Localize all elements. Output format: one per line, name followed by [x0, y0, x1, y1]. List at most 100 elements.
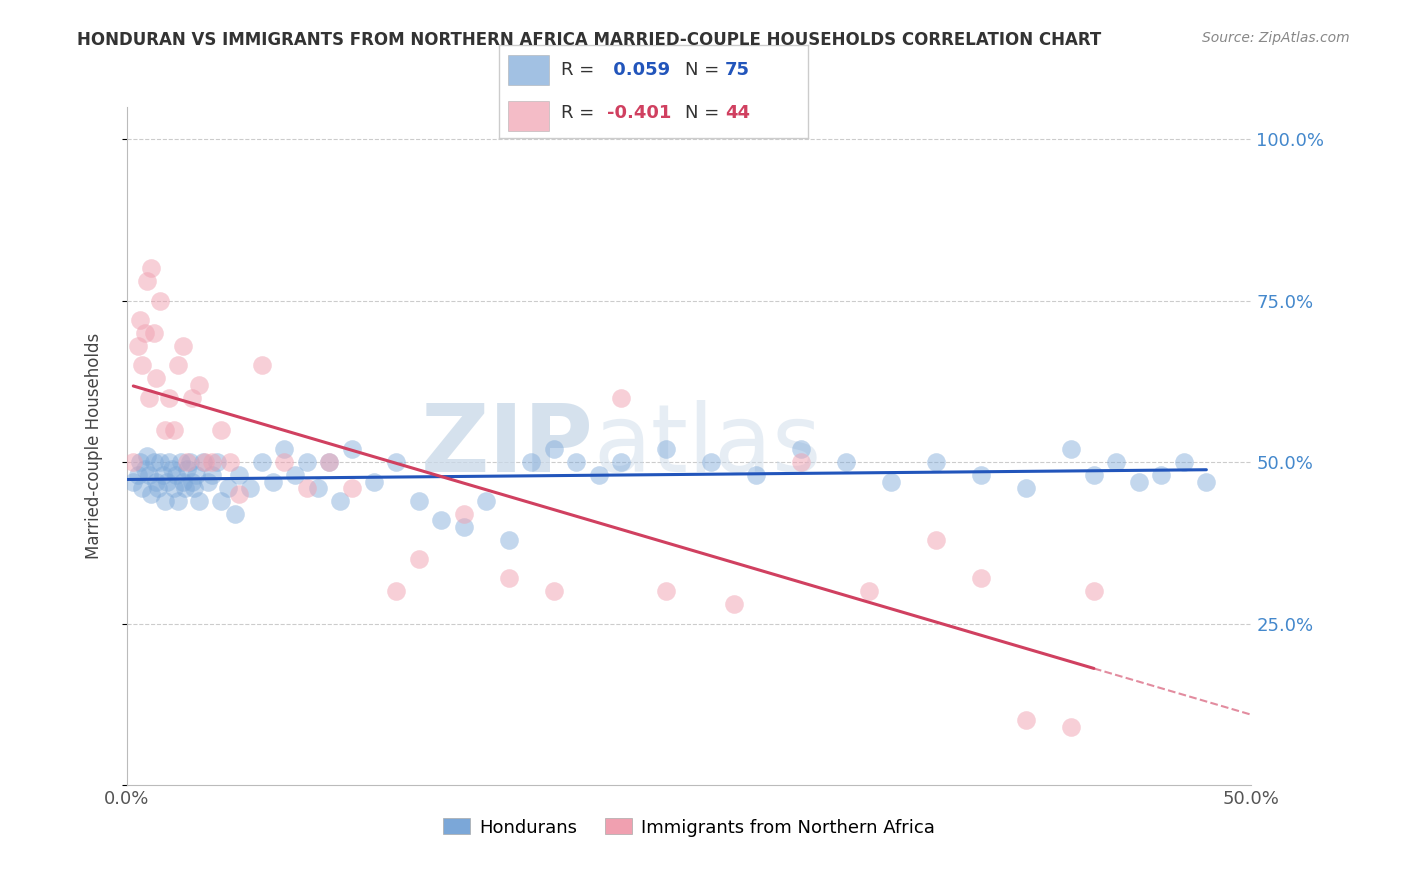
Point: [790, 442, 813, 457]
Point: [329, 494, 352, 508]
Point: [163, 481, 186, 495]
Text: 75: 75: [725, 61, 749, 78]
Y-axis label: Married-couple Households: Married-couple Households: [84, 333, 103, 559]
Point: [239, 481, 262, 495]
Point: [186, 468, 208, 483]
Point: [925, 455, 948, 469]
Point: [142, 455, 165, 469]
Point: [209, 494, 232, 508]
Point: [138, 391, 160, 405]
Point: [520, 455, 543, 469]
Text: Source: ZipAtlas.com: Source: ZipAtlas.com: [1202, 31, 1350, 45]
Point: [1015, 481, 1038, 495]
Text: 0.059: 0.059: [607, 61, 671, 78]
Point: [149, 293, 172, 308]
Point: [145, 371, 167, 385]
Point: [127, 468, 149, 483]
Point: [318, 455, 340, 469]
Point: [141, 261, 163, 276]
Point: [318, 455, 340, 469]
Point: [179, 455, 201, 469]
Point: [167, 494, 190, 508]
Point: [790, 455, 813, 469]
Point: [141, 487, 163, 501]
Point: [176, 461, 198, 475]
Point: [149, 455, 172, 469]
Point: [146, 481, 169, 495]
Point: [201, 468, 224, 483]
Point: [131, 481, 153, 495]
Point: [129, 313, 152, 327]
Point: [1173, 455, 1195, 469]
Point: [172, 339, 194, 353]
Point: [565, 455, 588, 469]
Point: [205, 455, 228, 469]
Point: [925, 533, 948, 547]
Point: [610, 391, 633, 405]
Point: [408, 494, 430, 508]
Point: [201, 455, 224, 469]
Point: [723, 597, 745, 611]
Point: [183, 481, 205, 495]
Point: [176, 455, 198, 469]
Point: [1150, 468, 1173, 483]
Point: [273, 455, 295, 469]
Point: [655, 442, 678, 457]
Text: N =: N =: [685, 104, 718, 122]
Point: [262, 475, 284, 489]
Point: [209, 423, 232, 437]
Point: [129, 455, 152, 469]
Point: [858, 584, 880, 599]
Text: atlas: atlas: [593, 400, 821, 492]
Point: [122, 475, 145, 489]
Point: [498, 571, 520, 585]
Point: [1083, 468, 1105, 483]
Point: [172, 475, 194, 489]
Point: [131, 359, 153, 373]
Point: [145, 475, 167, 489]
Point: [160, 461, 183, 475]
Point: [1060, 720, 1083, 734]
FancyBboxPatch shape: [509, 101, 548, 131]
Point: [134, 461, 156, 475]
Point: [655, 584, 678, 599]
Point: [453, 507, 475, 521]
Point: [228, 487, 250, 501]
Point: [453, 519, 475, 533]
Point: [610, 455, 633, 469]
Point: [1060, 442, 1083, 457]
Text: 44: 44: [725, 104, 749, 122]
Point: [700, 455, 723, 469]
Point: [191, 455, 214, 469]
Point: [273, 442, 295, 457]
Point: [165, 468, 187, 483]
Point: [363, 475, 385, 489]
Legend: Hondurans, Immigrants from Northern Africa: Hondurans, Immigrants from Northern Afri…: [436, 811, 942, 844]
Point: [835, 455, 858, 469]
Point: [1083, 584, 1105, 599]
Text: ZIP: ZIP: [420, 400, 593, 492]
Point: [228, 468, 250, 483]
Point: [430, 513, 453, 527]
Point: [475, 494, 498, 508]
Point: [153, 494, 176, 508]
Point: [1015, 714, 1038, 728]
Text: N =: N =: [685, 61, 718, 78]
Point: [187, 377, 209, 392]
Point: [167, 359, 190, 373]
Point: [142, 326, 165, 340]
Point: [153, 423, 176, 437]
Point: [157, 391, 180, 405]
Point: [156, 475, 179, 489]
Point: [250, 455, 273, 469]
Point: [122, 455, 145, 469]
Point: [295, 455, 318, 469]
Point: [543, 442, 565, 457]
Point: [284, 468, 307, 483]
Point: [543, 584, 565, 599]
Point: [152, 468, 174, 483]
Point: [169, 455, 191, 469]
Text: HONDURAN VS IMMIGRANTS FROM NORTHERN AFRICA MARRIED-COUPLE HOUSEHOLDS CORRELATIO: HONDURAN VS IMMIGRANTS FROM NORTHERN AFR…: [77, 31, 1101, 49]
Point: [127, 339, 149, 353]
Point: [498, 533, 520, 547]
